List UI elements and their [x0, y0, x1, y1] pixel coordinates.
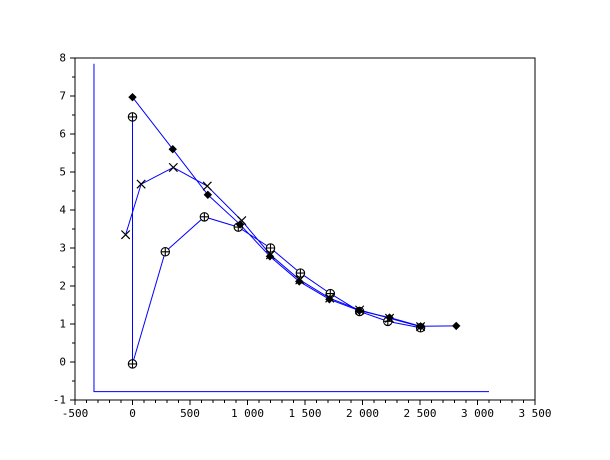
y-tick-label: 8	[59, 52, 66, 65]
x-tick-label: 1 500	[288, 407, 321, 420]
y-tick-label: 2	[59, 280, 66, 293]
plot-box	[74, 57, 536, 401]
y-tick-label: 0	[59, 356, 66, 369]
x-tick-label: 2 500	[403, 407, 436, 420]
circle-plus-marker-icon	[200, 212, 209, 222]
y-tick-label: 1	[59, 318, 66, 331]
circle-plus-marker-icon	[266, 243, 275, 253]
circle-plus-marker-icon	[128, 359, 137, 369]
x-tick-label: -500	[62, 407, 89, 420]
diamond-marker-icon	[355, 306, 364, 315]
circle-plus-marker-icon	[161, 247, 170, 256]
circle-plus-marker-icon	[296, 268, 305, 278]
y-tick-label: -1	[53, 394, 66, 407]
diamond-marker-icon	[385, 313, 394, 322]
diamond-marker-icon	[203, 190, 213, 199]
diamond-series-line	[132, 96, 457, 327]
y-tick-label: 6	[59, 128, 66, 141]
diamond-marker-icon	[235, 220, 245, 229]
x-tick-label: 1 000	[231, 407, 264, 420]
x-tick-label: 500	[180, 407, 200, 420]
y-tick-label: 5	[59, 166, 66, 179]
diamond-marker-icon	[325, 295, 334, 304]
circle-plus-marker-icon	[128, 112, 137, 122]
diamond-marker-icon	[295, 277, 304, 286]
x-tick-label: 3 000	[461, 407, 494, 420]
y-tick-label: 3	[59, 242, 66, 255]
x-tick-label: 2 000	[346, 407, 379, 420]
circle-plus-series-line	[132, 116, 421, 365]
x-cross-marker-icon	[168, 162, 178, 173]
x-tick-label: 3 500	[518, 407, 551, 420]
diamond-marker-icon	[265, 252, 275, 261]
diamond-marker-icon	[168, 145, 177, 154]
y-tick-label: 4	[59, 204, 66, 217]
x-cross-marker-icon	[202, 181, 212, 191]
diamond-marker-icon	[416, 322, 425, 331]
x-cross-marker-icon	[120, 230, 131, 240]
diamond-marker-icon	[452, 321, 461, 331]
diamond-marker-icon	[128, 92, 137, 102]
y-tick-label: 7	[59, 90, 66, 103]
boundary-line-line	[93, 63, 489, 393]
x-cross-marker-icon	[136, 179, 146, 189]
x-tick-label: 0	[129, 407, 136, 420]
